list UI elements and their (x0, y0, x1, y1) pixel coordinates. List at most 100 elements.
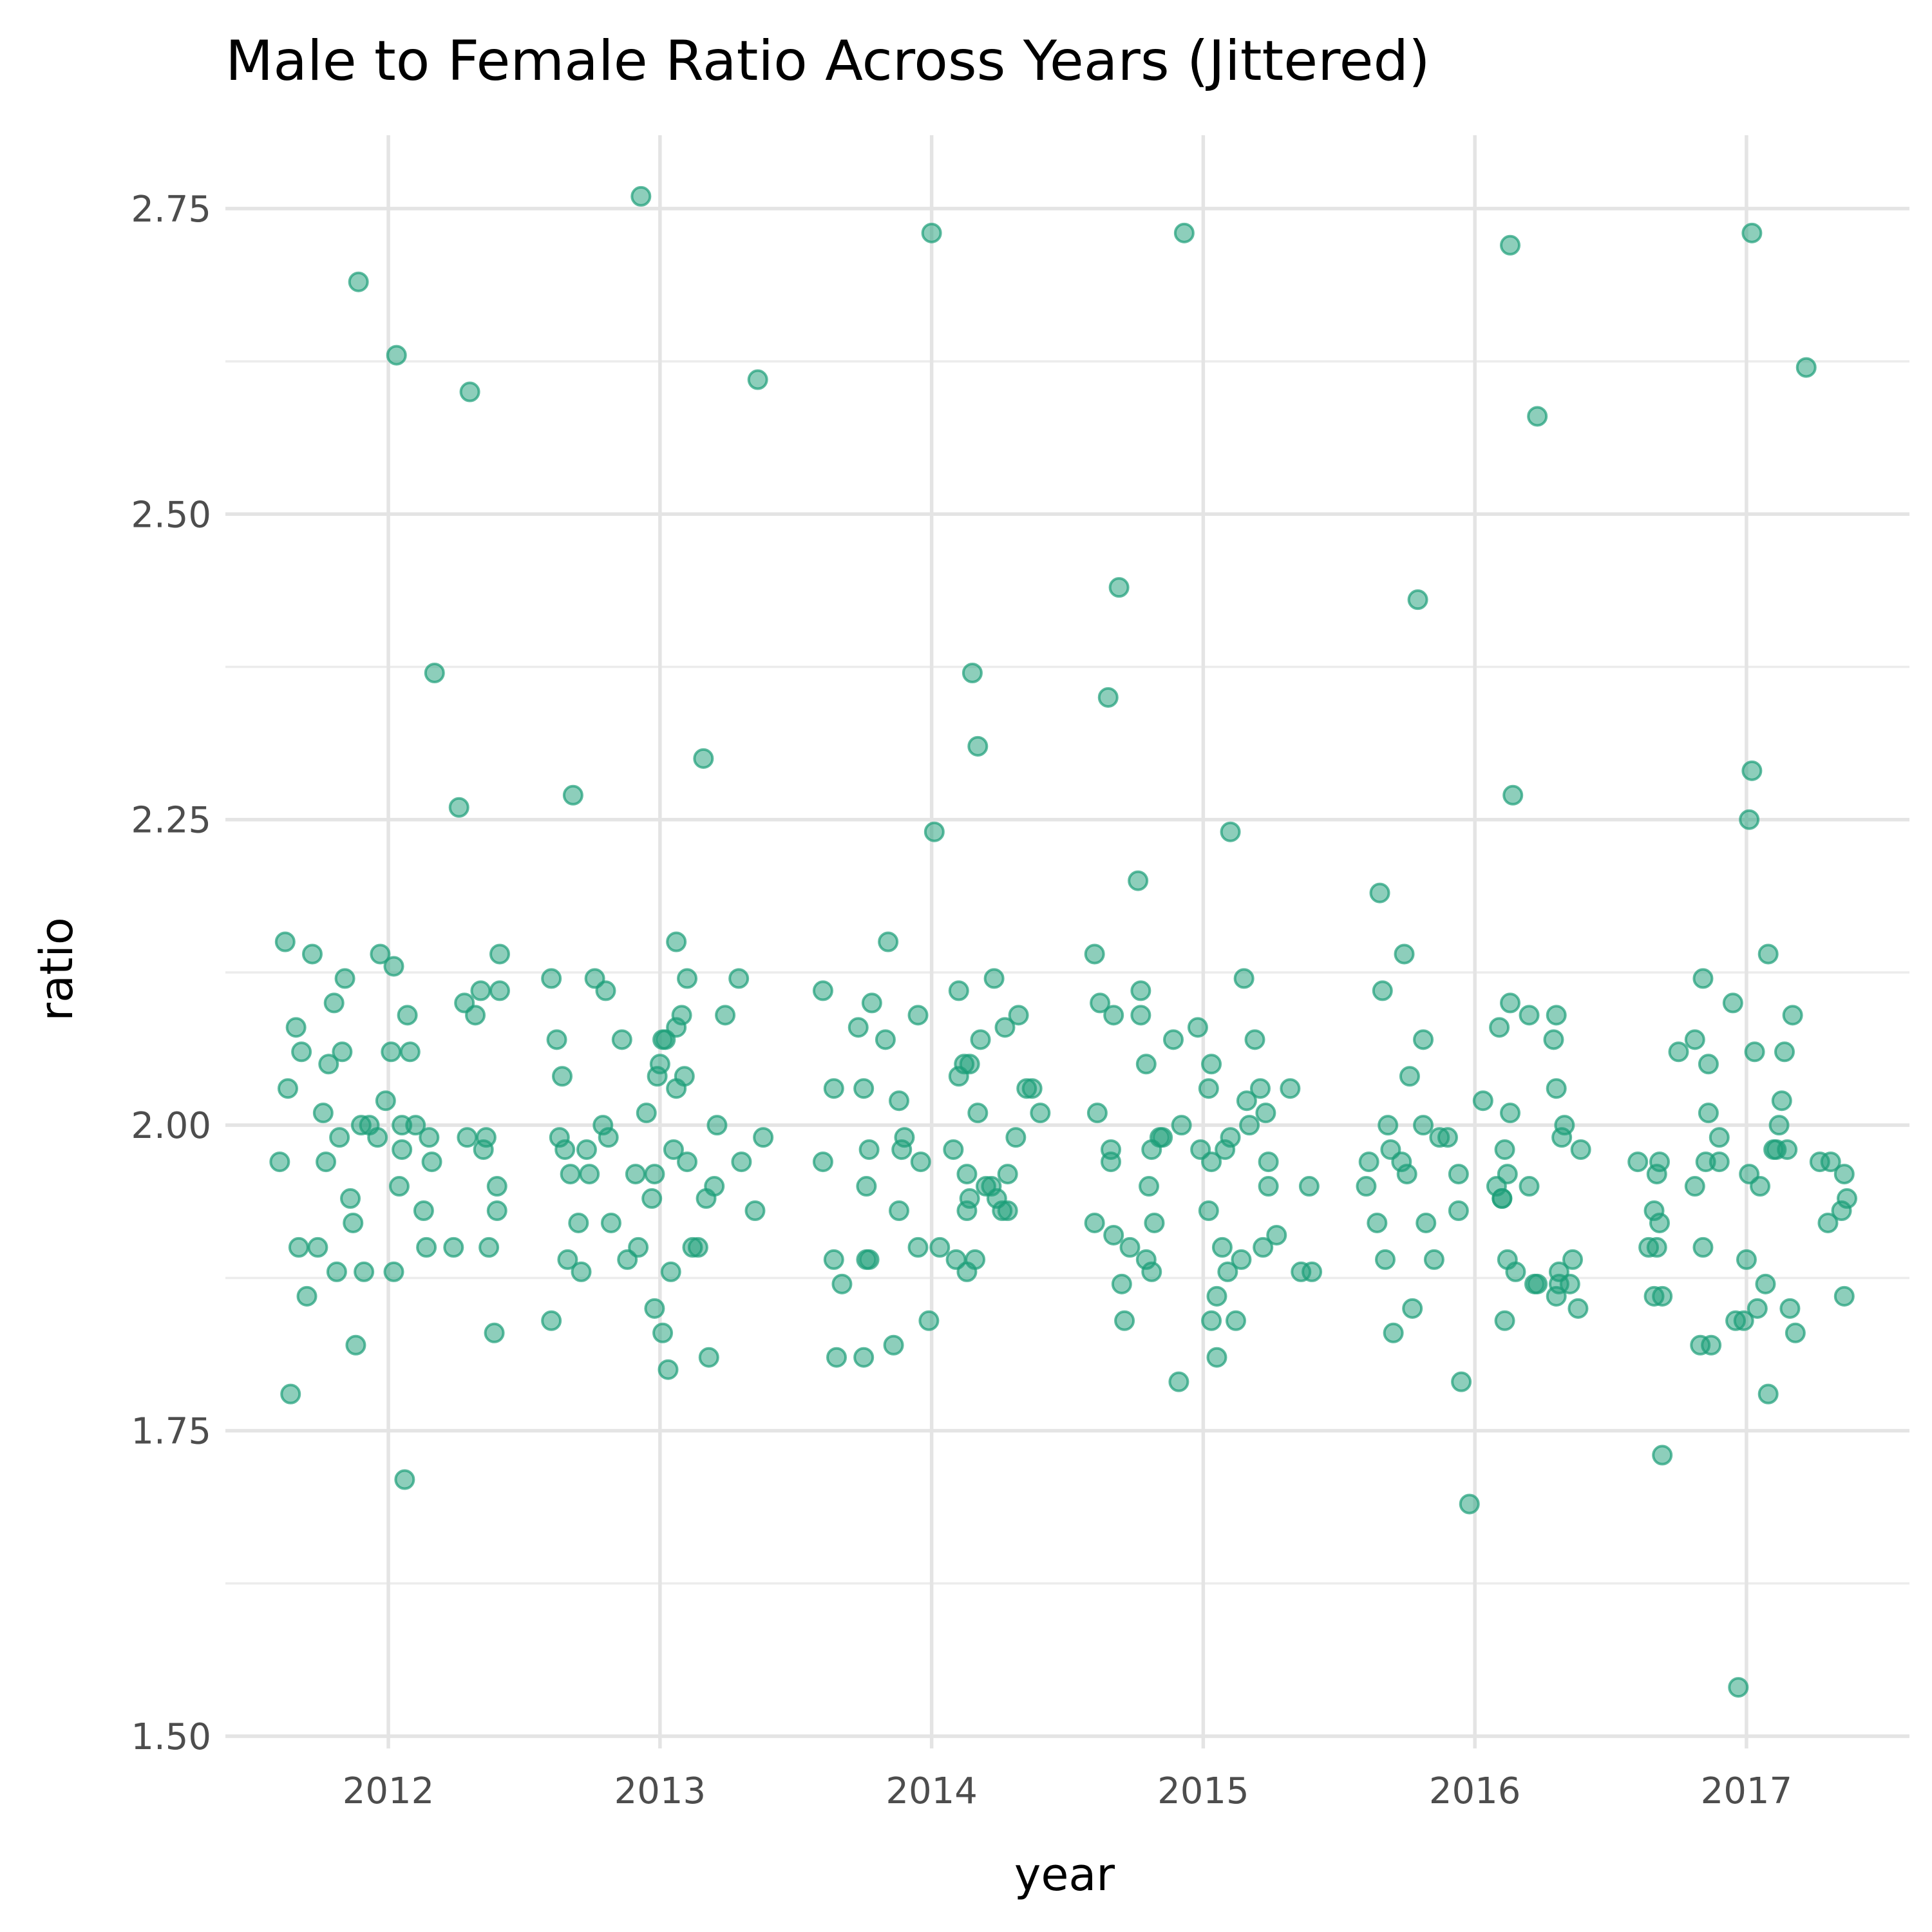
data-point (1692, 968, 1714, 989)
data-point (910, 1151, 931, 1173)
data-point (644, 1298, 665, 1319)
data-point (1652, 1285, 1673, 1307)
x-tick-label: 2013 (614, 1770, 706, 1812)
data-point (1111, 1273, 1132, 1294)
data-point (1302, 1261, 1323, 1282)
x-tick-label: 2016 (1429, 1770, 1521, 1812)
data-point (1217, 1261, 1238, 1282)
data-point (1646, 1236, 1667, 1258)
data-point (826, 1347, 847, 1368)
data-point (470, 980, 491, 1001)
x-tick-label: 2014 (886, 1770, 978, 1812)
data-point (1258, 1151, 1279, 1173)
data-point (413, 1200, 434, 1221)
data-point (1298, 1176, 1320, 1197)
data-point (687, 1236, 708, 1258)
data-point (698, 1347, 719, 1368)
data-points (269, 185, 1857, 1698)
data-point (568, 1212, 589, 1233)
data-point (967, 1103, 989, 1124)
data-point (392, 1139, 413, 1160)
data-point (883, 1334, 904, 1356)
data-point (343, 1212, 364, 1233)
data-point (484, 1322, 505, 1343)
data-point (1187, 1017, 1208, 1038)
data-point (312, 1103, 334, 1124)
data-point (1497, 1164, 1518, 1185)
data-point (677, 968, 698, 989)
x-tick-label: 2015 (1157, 1770, 1249, 1812)
data-point (1741, 222, 1763, 243)
data-point (560, 1164, 581, 1185)
data-point (1744, 1041, 1765, 1063)
data-point (1128, 870, 1149, 891)
data-point (1005, 1127, 1027, 1148)
data-point (1021, 1078, 1043, 1099)
data-point (1782, 1005, 1803, 1026)
data-point (1492, 1188, 1513, 1209)
data-point (1162, 1029, 1184, 1050)
y-tick-label: 1.50 (131, 1716, 211, 1758)
data-point (652, 1322, 674, 1343)
data-point (715, 1005, 736, 1026)
data-point (856, 1176, 877, 1197)
data-point (1489, 1017, 1510, 1038)
data-point (1562, 1249, 1583, 1270)
data-point (994, 1017, 1016, 1038)
data-point (848, 1017, 869, 1038)
data-point (1698, 1054, 1719, 1075)
data-point (853, 1078, 875, 1099)
data-point (1201, 1054, 1222, 1075)
data-point (291, 1041, 312, 1063)
grid (225, 135, 1909, 1748)
data-point (1543, 1029, 1564, 1050)
data-point (943, 1139, 964, 1160)
data-point (307, 1236, 328, 1258)
data-point (858, 1249, 880, 1270)
data-point (486, 1176, 507, 1197)
data-point (1244, 1029, 1265, 1050)
data-point (280, 1383, 301, 1405)
data-point (1527, 406, 1548, 427)
data-point (383, 956, 404, 977)
data-point (1358, 1151, 1379, 1173)
data-point (878, 931, 899, 952)
data-point (1820, 1151, 1841, 1173)
data-point (600, 1212, 621, 1233)
data-point (630, 185, 652, 207)
data-point (858, 1139, 880, 1160)
data-point (1226, 1310, 1246, 1331)
data-point (1668, 1041, 1689, 1063)
data-point (823, 1078, 844, 1099)
data-point (1701, 1334, 1722, 1356)
data-point (1750, 1176, 1771, 1197)
data-point (983, 968, 1005, 989)
data-point (907, 1005, 929, 1026)
data-point (1130, 1005, 1151, 1026)
data-point (1171, 1115, 1192, 1136)
data-point (965, 1249, 986, 1270)
data-point (1448, 1164, 1469, 1185)
data-point (728, 968, 750, 989)
data-point (625, 1164, 646, 1185)
data-point (1402, 1298, 1423, 1319)
data-point (1741, 760, 1763, 781)
data-point (1255, 1103, 1276, 1124)
data-point (394, 1469, 415, 1490)
data-point (316, 1151, 337, 1173)
data-point (1692, 1236, 1714, 1258)
x-tick-label: 2017 (1701, 1770, 1793, 1812)
data-point (399, 1041, 421, 1063)
x-axis-tick-labels: 2012 2013 2014 2015 2016 2017 (343, 1770, 1792, 1812)
data-point (875, 1029, 896, 1050)
data-point (1084, 943, 1105, 965)
data-point (457, 1127, 478, 1148)
data-point (1103, 1005, 1124, 1026)
data-point (967, 735, 989, 757)
data-point (907, 1236, 929, 1258)
data-point (997, 1200, 1018, 1221)
data-point (959, 1188, 980, 1209)
data-point (861, 992, 882, 1014)
data-point (1249, 1078, 1271, 1099)
data-point (970, 1029, 991, 1050)
